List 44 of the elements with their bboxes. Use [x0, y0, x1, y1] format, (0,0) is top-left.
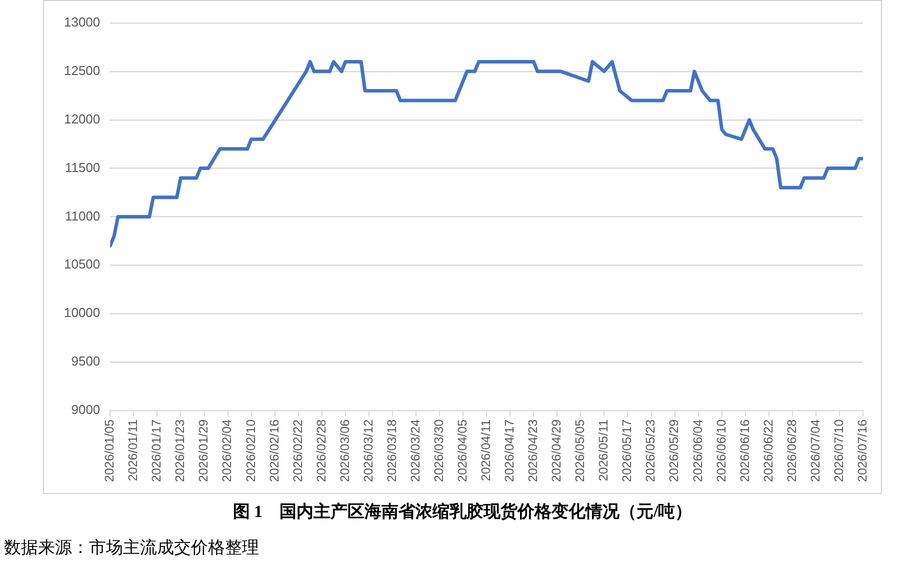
x-tick-label: 2026/01/23	[173, 419, 188, 482]
x-tick-label: 2026/07/10	[832, 419, 846, 482]
x-tick-label: 2026/04/23	[526, 419, 540, 482]
x-tick-label: 2026/04/11	[479, 419, 494, 482]
y-tick-label: 10000	[64, 305, 100, 320]
y-tick-label: 10500	[64, 256, 100, 272]
x-tick-label: 2026/02/22	[290, 419, 305, 482]
x-tick-label: 2026/05/11	[596, 419, 611, 482]
x-tick-label: 2026/01/05	[102, 419, 117, 482]
x-tick-label: 2026/03/30	[432, 419, 446, 482]
x-tick-label: 2026/06/10	[714, 419, 728, 482]
x-tick-label: 2026/05/17	[620, 419, 634, 482]
y-tick-label: 12500	[64, 63, 100, 78]
x-tick-label: 2026/01/17	[150, 419, 164, 482]
text: 图 1 国内主产区海南省浓缩乳胶现货价格变化情况（元/吨）	[232, 501, 694, 523]
x-tick-label: 2026/06/28	[784, 419, 799, 482]
y-tick-label: 13000	[64, 14, 100, 30]
y-tick-label: 12000	[64, 111, 100, 126]
x-tick-label: 2026/02/10	[244, 419, 258, 482]
x-tick-label: 2026/02/28	[314, 419, 328, 482]
x-tick-label: 2026/04/05	[456, 419, 470, 482]
x-tick-label: 2026/03/06	[338, 419, 352, 482]
x-tick-label: 2026/05/05	[573, 419, 588, 482]
x-tick-label: 2026/07/16	[855, 419, 870, 482]
x-tick-label: 2026/05/29	[667, 419, 682, 482]
y-tick-label: 9000	[71, 402, 100, 418]
x-tick-label: 2026/03/12	[361, 419, 376, 482]
y-tick-label: 11000	[64, 208, 100, 224]
x-tick-label: 2026/01/11	[126, 419, 140, 482]
source-note: 数据来源：市场主流成交价格整理	[4, 537, 259, 559]
x-tick-label: 2026/03/18	[384, 419, 399, 482]
x-tick-label: 2026/04/17	[502, 419, 517, 482]
y-tick-label: 11500	[64, 160, 100, 175]
y-tick-label: 9500	[71, 354, 100, 369]
x-tick-label: 2026/03/24	[408, 419, 422, 482]
x-tick-label: 2026/06/04	[690, 419, 705, 482]
x-tick-label: 2026/02/16	[267, 419, 282, 482]
x-tick-label: 2026/05/23	[644, 419, 658, 482]
x-tick-label: 2026/04/29	[550, 419, 564, 482]
x-tick-label: 2026/06/16	[738, 419, 752, 482]
x-tick-label: 2026/01/29	[196, 419, 211, 482]
x-tick-label: 2026/06/22	[761, 419, 776, 482]
x-tick-label: 2026/02/04	[220, 419, 234, 482]
x-tick-label: 2026/07/04	[808, 419, 822, 482]
